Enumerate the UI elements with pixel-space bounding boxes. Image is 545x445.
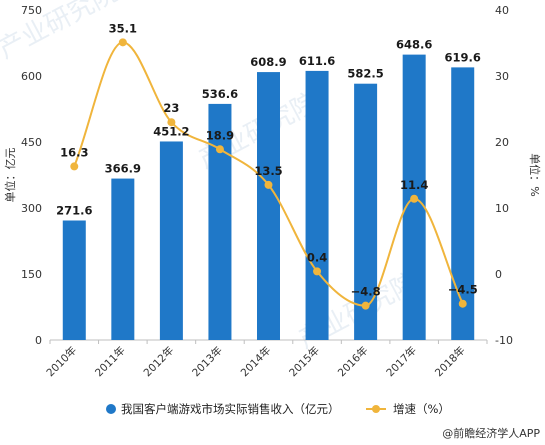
bar (354, 83, 378, 340)
y2-tick-label: 20 (495, 136, 509, 149)
y2-tick-label: 30 (495, 70, 509, 83)
growth-value-label: 23 (163, 101, 179, 115)
bar (257, 72, 280, 341)
growth-point (70, 162, 79, 171)
bar-value-label: 271.6 (56, 203, 92, 217)
y-tick-label: 150 (21, 268, 42, 281)
growth-point (410, 194, 419, 203)
growth-point (361, 301, 370, 310)
y-tick-label: 750 (21, 4, 42, 17)
growth-value-label: −4.8 (351, 285, 381, 299)
growth-value-label: 13.5 (254, 164, 282, 178)
y2-tick-label: -10 (495, 334, 513, 347)
growth-point (313, 267, 322, 276)
legend: 我国客户端游戏市场实际销售收入（亿元） 增速（%） (106, 402, 450, 416)
watermark: 产业研究院 (0, 0, 123, 65)
bar (111, 178, 135, 340)
y-tick-label: 600 (21, 70, 42, 83)
y2-tick-label: 0 (495, 268, 502, 281)
bar (159, 141, 183, 340)
y-tick-label: 300 (21, 202, 42, 215)
x-tick-label: 2016年 (335, 344, 371, 380)
bar (208, 103, 232, 340)
growth-value-label: −4.5 (448, 283, 478, 297)
y2-tick-label: 40 (495, 4, 509, 17)
y-tick-label: 0 (35, 334, 42, 347)
bar (62, 220, 86, 340)
growth-point (264, 180, 273, 189)
bar (305, 70, 329, 341)
growth-point (118, 38, 127, 47)
growth-value-label: 16.3 (60, 145, 88, 159)
bar (451, 67, 475, 340)
y2-axis-title: 单位：% (528, 153, 542, 196)
bar-value-label: 611.6 (299, 54, 335, 68)
legend-bar-swatch (106, 404, 116, 414)
growth-value-label: 18.9 (206, 128, 234, 142)
bar-value-label: 582.5 (347, 67, 383, 81)
x-tick-label: 2013年 (189, 344, 225, 380)
bar-value-label: 536.6 (202, 87, 238, 101)
bar-value-label: 366.9 (105, 162, 141, 176)
x-tick-label: 2011年 (92, 344, 128, 380)
bar-value-label: 648.6 (396, 38, 432, 52)
legend-bar-label: 我国客户端游戏市场实际销售收入（亿元） (121, 402, 340, 416)
growth-value-label: 35.1 (109, 21, 137, 35)
growth-value-label: 0.4 (307, 250, 327, 264)
legend-line-marker (372, 405, 380, 413)
bar-value-label: 451.2 (153, 124, 189, 138)
y-tick-label: 450 (21, 136, 42, 149)
bar-value-label: 619.6 (445, 50, 481, 64)
bar-value-label: 608.9 (250, 55, 286, 69)
y-axis-title: 单位：亿元 (3, 148, 17, 203)
x-tick-label: 2017年 (384, 344, 420, 380)
growth-value-label: 11.4 (400, 178, 428, 192)
x-tick-label: 2012年 (141, 344, 177, 380)
y2-tick-label: 10 (495, 202, 509, 215)
x-tick-label: 2010年 (44, 344, 80, 380)
x-tick-label: 2018年 (432, 344, 468, 380)
growth-point (458, 299, 467, 308)
growth-point (215, 145, 224, 154)
legend-line-label: 增速（%） (393, 402, 450, 416)
x-tick-label: 2014年 (238, 344, 274, 380)
growth-point (167, 118, 176, 127)
credit-text: @前瞻经济学人APP (442, 426, 540, 440)
